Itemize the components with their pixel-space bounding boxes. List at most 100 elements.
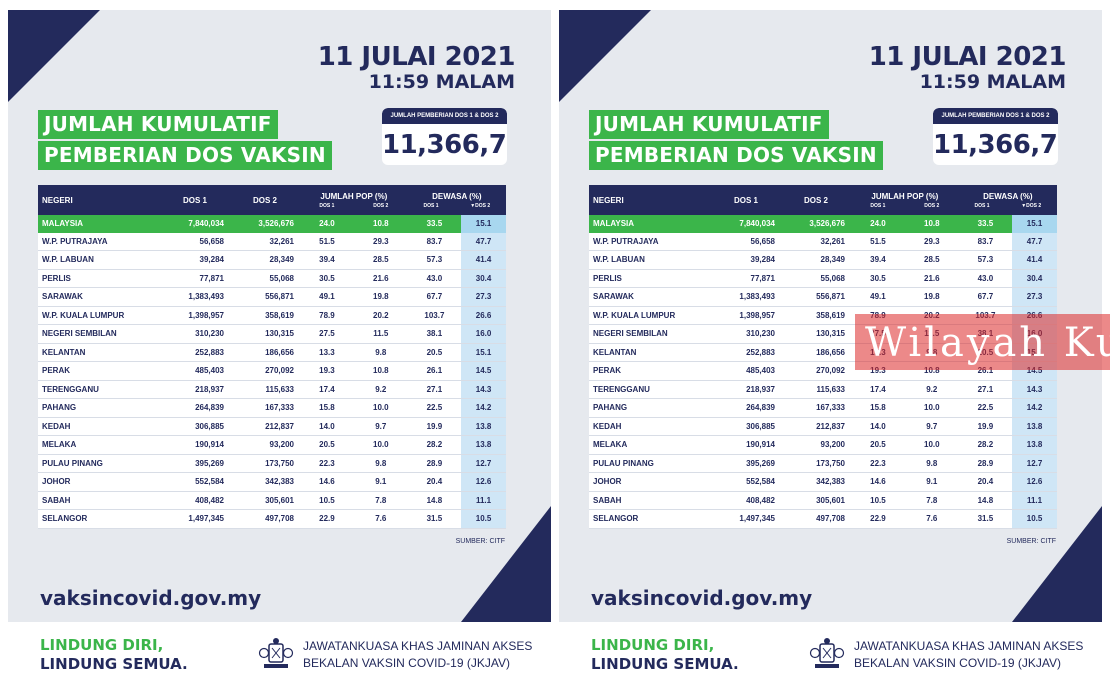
table-row: TERENGGANU 218,937 115,633 17.4 9.2 27.1 14.3 (38, 380, 506, 399)
table-cell: 485,403 (160, 361, 230, 381)
agency-line: BEKALAN VAKSIN COVID-19 (JKJAV) (854, 656, 1061, 670)
table-cell: 10.5 (1012, 509, 1057, 529)
table-cell: 15.1 (461, 215, 506, 233)
title-line: JUMLAH KUMULATIF (38, 110, 278, 139)
col-pop-label: JUMLAH POP (%) (320, 191, 388, 201)
table-cell: 30.5 (300, 269, 354, 288)
table-cell: 32,261 (781, 232, 851, 251)
table-cell: 167,333 (781, 398, 851, 418)
table-cell: 20.4 (958, 472, 1013, 492)
col-dewasa: DEWASA (%) DOS 1 ▼DOS 2 (958, 185, 1057, 215)
table-cell: 10.0 (353, 435, 408, 455)
table-cell: 29.3 (353, 232, 408, 251)
table-cell: 10.5 (461, 509, 506, 529)
table-cell: 14.3 (1012, 380, 1057, 399)
table-cell: 342,383 (230, 472, 300, 492)
table-cell: 28,349 (781, 250, 851, 270)
table-cell: 14.0 (851, 417, 905, 436)
table-cell: 115,633 (230, 380, 300, 399)
table-cell: 556,871 (781, 287, 851, 307)
date-text: 11 JULAI 2021 (868, 42, 1067, 72)
table-cell: 306,885 (711, 417, 781, 436)
table-cell: 77,871 (711, 269, 781, 288)
table-cell: 173,750 (781, 454, 851, 473)
table-cell: 552,584 (160, 472, 230, 492)
table-row: SABAH 408,482 305,601 10.5 7.8 14.8 11.1 (589, 491, 1057, 510)
table-cell: SELANGOR (38, 509, 160, 529)
table-cell: 342,383 (781, 472, 851, 492)
table-cell: 14.2 (461, 398, 506, 418)
footer: LINDUNG DIRI, LINDUNG SEMUA. JAWATANKUAS… (559, 622, 1102, 694)
table-cell: 39,284 (711, 250, 781, 270)
table-cell: 1,398,957 (711, 306, 781, 325)
table-cell: 1,497,345 (711, 509, 781, 529)
table-cell: 41.4 (1012, 250, 1057, 270)
table-cell: 21.6 (904, 269, 959, 288)
table-cell: 9.2 (353, 380, 408, 399)
source-note: SUMBER: CITF (1006, 538, 1056, 545)
sub-dos2-sorted: ▼DOS 2 (1021, 202, 1042, 209)
table-cell: 51.5 (300, 232, 354, 251)
sub-dos1: DOS 1 (319, 202, 335, 209)
table-cell: MELAKA (589, 435, 711, 455)
table-cell: PULAU PINANG (38, 454, 160, 473)
table-cell: 270,092 (230, 361, 300, 381)
table-cell: MELAKA (38, 435, 160, 455)
table-cell: 167,333 (230, 398, 300, 418)
sub-dos1: DOS 1 (423, 202, 439, 209)
table-cell: 14.3 (461, 380, 506, 399)
table-cell: 28,349 (230, 250, 300, 270)
table-cell: 10.0 (353, 398, 408, 418)
table-row: KEDAH 306,885 212,837 14.0 9.7 19.9 13.8 (38, 417, 506, 436)
table-cell: 11.1 (461, 491, 506, 510)
table-cell: 9.2 (904, 380, 959, 399)
total-value: 11,366,710 (933, 130, 1058, 160)
table-cell: 12.7 (461, 454, 506, 473)
table-cell: NEGERI SEMBILAN (38, 324, 160, 344)
table-cell: SABAH (589, 491, 711, 510)
footer: LINDUNG DIRI, LINDUNG SEMUA. JAWATANKUAS… (8, 622, 551, 694)
table-cell: 26.6 (461, 306, 506, 325)
table-cell: 1,497,345 (160, 509, 230, 529)
table-cell: 10.8 (353, 215, 408, 233)
table-cell: 264,839 (160, 398, 230, 418)
table-cell: 9.7 (353, 417, 408, 436)
table-row-total: MALAYSIA 7,840,034 3,526,676 24.0 10.8 33.5 15… (38, 215, 506, 233)
table-cell: 19.9 (958, 417, 1013, 436)
col-negeri: NEGERI (589, 185, 711, 215)
table-cell: 7.6 (353, 509, 408, 529)
table-cell: 93,200 (230, 435, 300, 455)
table-cell: 9.7 (904, 417, 959, 436)
table-cell: 11.1 (1012, 491, 1057, 510)
table-cell: 252,883 (711, 343, 781, 362)
table-cell: 11.5 (353, 324, 408, 344)
coat-of-arms-icon (809, 638, 845, 668)
table-cell: 13.8 (1012, 417, 1057, 436)
table-cell: 30.4 (1012, 269, 1057, 288)
table-cell: 13.8 (461, 417, 506, 436)
total-value: 11,366,710 (382, 130, 507, 160)
sub-dos2: DOS 2 (373, 202, 389, 209)
table-cell: 17.4 (300, 380, 354, 399)
table-cell: 15.8 (851, 398, 905, 418)
table-cell: 305,601 (230, 491, 300, 510)
table-cell: SELANGOR (589, 509, 711, 529)
table-cell: PULAU PINANG (589, 454, 711, 473)
col-pop: JUMLAH POP (%) DOS 1 DOS 2 (851, 185, 959, 215)
table-cell: 57.3 (958, 250, 1013, 270)
table-cell: 16.0 (461, 324, 506, 344)
table-cell: 264,839 (711, 398, 781, 418)
table-cell: 38.1 (407, 324, 462, 344)
table-row: PERLIS 77,871 55,068 30.5 21.6 43.0 30.4 (38, 269, 506, 288)
agency-line: BEKALAN VAKSIN COVID-19 (JKJAV) (303, 656, 510, 670)
table-cell: 173,750 (230, 454, 300, 473)
table-cell: PERAK (589, 361, 711, 381)
table-cell: 1,383,493 (711, 287, 781, 307)
table-cell: 56,658 (160, 232, 230, 251)
table-cell: MALAYSIA (589, 215, 711, 233)
table-cell: 57.3 (407, 250, 462, 270)
table-cell: 27.3 (461, 287, 506, 307)
table-cell: 17.4 (851, 380, 905, 399)
sub-dos2-sorted: ▼DOS 2 (470, 202, 491, 209)
